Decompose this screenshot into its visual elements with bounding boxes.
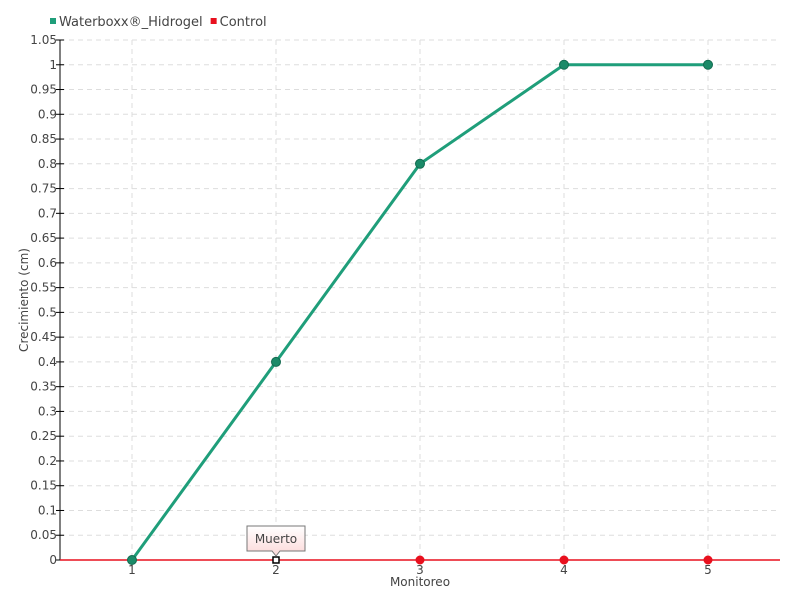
y-tick-label: 0.3 [38, 404, 57, 418]
y-tick-label: 0.7 [38, 206, 57, 220]
y-tick-label: 1.05 [30, 33, 57, 47]
data-point-waterboxx [559, 59, 569, 70]
y-tick-label: 0.4 [38, 355, 57, 369]
data-point-control [559, 555, 569, 565]
legend-swatch [210, 18, 217, 24]
y-tick-label: 0.9 [38, 107, 57, 121]
y-tick-label: 0.95 [30, 83, 57, 97]
x-tick-label: 5 [704, 563, 712, 577]
x-axis-label: Monitoreo [390, 575, 450, 589]
data-point-control [415, 555, 425, 565]
data-point-control-marked [272, 556, 280, 564]
y-axis-label: Crecimiento (cm) [17, 248, 31, 352]
x-tick-label: 4 [560, 563, 568, 577]
y-tick-label: 0.85 [30, 132, 57, 146]
y-tick-label: 0.35 [30, 380, 57, 394]
y-tick-label: 0.05 [30, 528, 57, 542]
y-tick-label: 0.45 [30, 330, 57, 344]
data-point-waterboxx [415, 158, 425, 169]
legend-label: Waterboxx®_Hidrogel [59, 15, 203, 30]
data-point-waterboxx [127, 555, 137, 565]
y-tick-label: 0.8 [38, 157, 57, 171]
tooltip-text: Muerto [255, 532, 297, 546]
data-point-waterboxx [271, 356, 281, 367]
data-point-control [703, 555, 713, 565]
tooltip-box [246, 525, 306, 557]
y-tick-label: 1 [49, 58, 57, 72]
y-tick-label: 0.5 [38, 305, 57, 319]
y-tick-label: 0.55 [30, 281, 57, 295]
legend-swatch [50, 18, 56, 24]
data-point-waterboxx [703, 59, 713, 70]
legend-label: Control [220, 15, 267, 30]
y-tick-label: 0.65 [30, 231, 57, 245]
y-tick-label: 0.6 [38, 256, 57, 270]
y-tick-label: 0 [49, 553, 57, 567]
x-tick-label: 3 [416, 563, 424, 577]
x-tick-label: 1 [128, 563, 136, 577]
y-tick-label: 0.15 [30, 479, 57, 493]
x-tick-label: 2 [272, 563, 280, 577]
y-tick-label: 0.25 [30, 429, 57, 443]
y-tick-label: 0.1 [38, 503, 57, 517]
y-tick-label: 0.2 [38, 454, 57, 468]
y-tick-label: 0.75 [30, 182, 57, 196]
